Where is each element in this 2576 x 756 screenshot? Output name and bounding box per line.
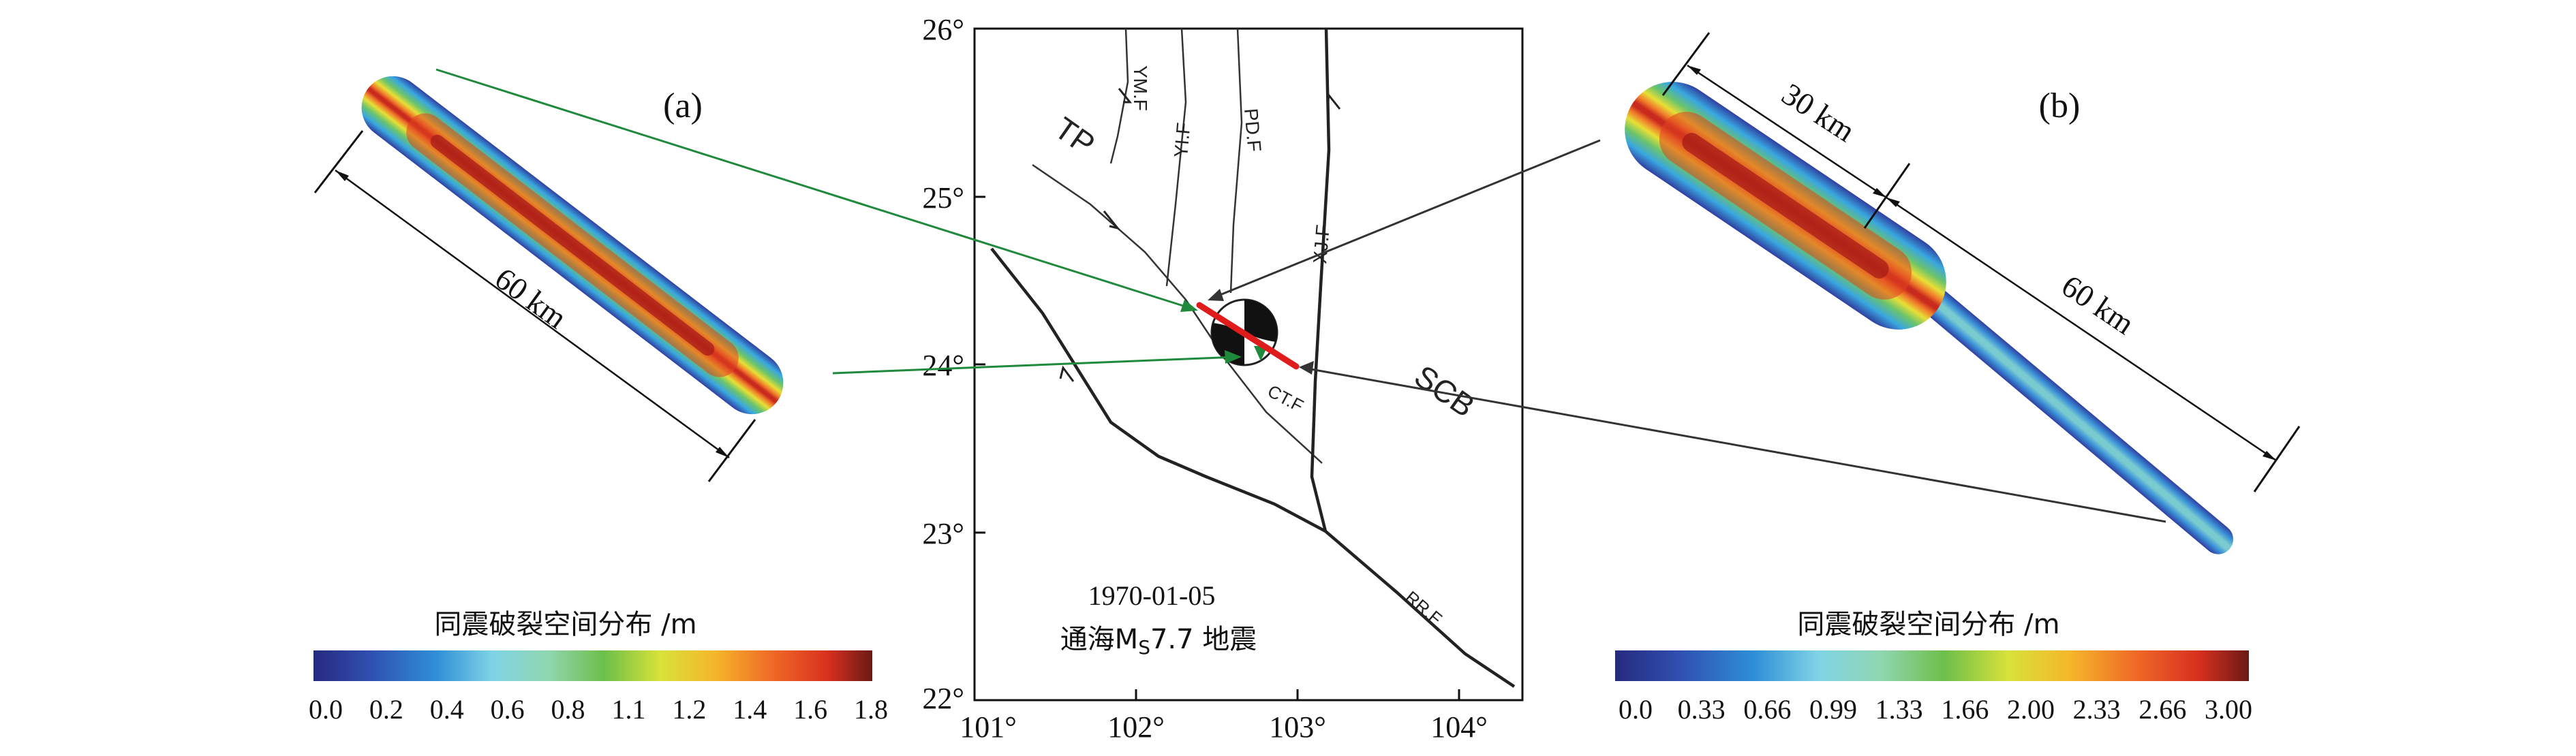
dim-arrowhead: [1886, 198, 1900, 207]
colorbar-tick-label: 0.0: [1619, 694, 1653, 725]
colorbar-a: [313, 650, 872, 681]
dim-arrowhead: [1687, 65, 1701, 75]
segment-label-b: 30 km: [1776, 76, 1861, 148]
colorbar-tick-label: 0.33: [1678, 694, 1726, 725]
fault-label-xj: XJ.F: [1309, 223, 1334, 264]
colorbar-tick-label: 1.1: [611, 694, 645, 725]
event-date: 1970-01-05: [1088, 580, 1216, 611]
connector-b-bottom: [1302, 366, 2166, 523]
fault-xj: [1310, 28, 1331, 532]
colorbar-tick-label: 1.33: [1875, 694, 1923, 725]
panel-label-a: (a): [663, 86, 703, 125]
dim-arrowhead: [1873, 188, 1886, 198]
colorbar-tick-label: 2.33: [2073, 694, 2121, 725]
connector-b-top: [1211, 139, 1601, 300]
dim-tick-b-end: [2253, 426, 2301, 492]
connector-arrowhead: [1180, 300, 1198, 312]
fault-ym: [1109, 28, 1129, 164]
dim-arrowhead: [2263, 451, 2276, 460]
fault-yi: [1165, 28, 1187, 287]
panel-b: 30 km 60 km (b) 同震破裂空间分布 /m 0.0 0.33 0.66 0…: [1615, 32, 2301, 725]
colorbar-title-b: 同震破裂空间分布 /m: [1797, 609, 2059, 640]
colorbar-tick-label: 0.99: [1809, 694, 1857, 725]
fault-pd: [1229, 28, 1243, 294]
lon-label: 102°: [1107, 710, 1165, 744]
colorbar-tick-label: 0.0: [309, 694, 343, 725]
colorbar-title-a: 同震破裂空间分布 /m: [434, 609, 696, 640]
lat-label: 26°: [922, 13, 964, 46]
dim-tick-b-start: [1661, 32, 1711, 96]
length-label-b: 60 km: [2055, 268, 2141, 341]
slip-patch-b-tail: [1913, 281, 2233, 554]
colorbar-ticks-a: 0.0 0.2 0.4 0.6 0.8 1.1 1.2 1.4 1.6 1.8: [309, 694, 888, 725]
colorbar-tick-label: 1.4: [733, 694, 767, 725]
colorbar-tick-label: 0.2: [369, 694, 403, 725]
connector-arrowhead: [1208, 289, 1224, 301]
faults-thick: [990, 28, 1516, 688]
dim-tick-a-end: [707, 419, 756, 482]
lon-labels: 101° 102° 103° 104°: [960, 710, 1488, 744]
colorbar-ticks-b: 0.0 0.33 0.66 0.99 1.33 1.66 2.00 2.33 2.66 3.00: [1619, 694, 2252, 725]
event-name-suffix: 7.7 地震: [1150, 624, 1257, 655]
colorbar-tick-label: 1.6: [793, 694, 827, 725]
fault-label-ym: YM.F: [1130, 65, 1151, 111]
connector-arrowhead: [1225, 350, 1242, 364]
event-name-sub: S: [1138, 636, 1150, 659]
colorbar-tick-label: 3.00: [2205, 694, 2252, 725]
lat-label: 23°: [922, 517, 964, 550]
map-panel: 26° 25° 24° 23° 22° 101° 102° 103° 104°: [922, 13, 1524, 744]
dim-arrow-b-30: [1687, 64, 1887, 199]
connector-arrowhead: [1299, 361, 1314, 375]
fault-label-pd: PD.F: [1240, 108, 1265, 153]
connector-a-bottom: [832, 356, 1238, 375]
lat-label: 25°: [922, 181, 964, 215]
dim-tick-b-mid: [1863, 163, 1911, 229]
fault-boundary: [990, 247, 1327, 533]
slip-arrows: [1059, 88, 1341, 382]
lat-labels: 26° 25° 24° 23° 22°: [922, 13, 964, 715]
lon-label: 101°: [960, 710, 1017, 744]
slip-patch-b-head: [1625, 82, 1946, 330]
fault-ct: [1032, 163, 1323, 464]
dim-arrowhead-a-end: [716, 447, 729, 458]
colorbar-tick-label: 1.66: [1941, 694, 1989, 725]
lon-label: 104°: [1430, 710, 1488, 744]
lat-label: 22°: [922, 682, 964, 715]
colorbar-tick-label: 1.2: [672, 694, 706, 725]
colorbar-tick-label: 0.8: [551, 694, 585, 725]
event-name: 通海MS7.7 地震: [1060, 624, 1257, 659]
faults-thin: [1032, 28, 1323, 464]
event-name-prefix: 通海M: [1060, 624, 1139, 655]
colorbar-tick-label: 2.66: [2138, 694, 2186, 725]
dim-arrowhead-a-start: [335, 170, 349, 181]
connector-a-top: [435, 68, 1195, 311]
colorbar-tick-label: 0.4: [430, 694, 464, 725]
rupture-trace: [1196, 302, 1300, 370]
colorbar-tick-label: 0.6: [491, 694, 525, 725]
panel-label-b: (b): [2039, 86, 2081, 125]
colorbar-tick-label: 1.8: [854, 694, 888, 725]
panel-a: 60 km (a) 同震破裂空间分布 /m 0.0 0.2 0.4 0.6 0.8 1.1…: [309, 76, 888, 725]
connector-arrows: [435, 68, 2166, 523]
dim-arrow-b-60: [1886, 196, 2277, 462]
fault-label-yi: YI.F: [1170, 122, 1194, 159]
colorbar-tick-label: 0.66: [1743, 694, 1791, 725]
dim-tick-a-start: [313, 130, 364, 193]
dim-arrow-a: [335, 169, 730, 459]
colorbar-tick-label: 2.00: [2007, 694, 2055, 725]
fault-rr: [1324, 530, 1516, 688]
lon-label: 103°: [1269, 710, 1326, 744]
slip-patch-a: [361, 76, 784, 415]
colorbar-b: [1615, 650, 2249, 681]
map-ticks: [973, 27, 1460, 702]
lat-label: 24°: [922, 349, 964, 382]
